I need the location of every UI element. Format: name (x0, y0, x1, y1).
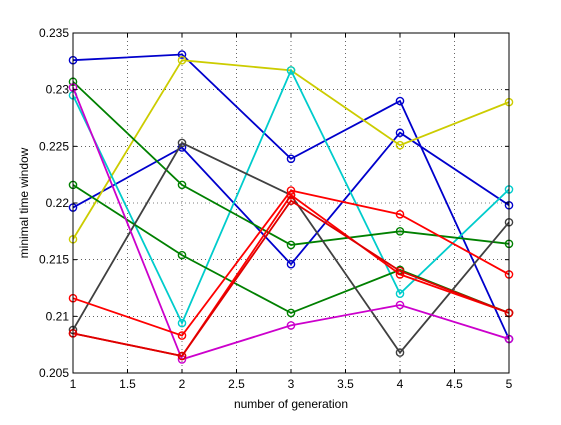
series-line (72, 81, 510, 246)
x-tick-label: 4.5 (446, 377, 463, 391)
data-point (177, 138, 187, 148)
x-tick-label: 5 (506, 377, 513, 391)
x-tick-label: 1.5 (119, 377, 136, 391)
y-tick-label: 0.205 (39, 366, 69, 380)
data-point (395, 348, 405, 357)
data-point (395, 96, 405, 106)
x-tick-label: 3.5 (337, 377, 354, 391)
data-point (286, 196, 296, 206)
data-point (177, 250, 187, 260)
x-tick-label: 2.5 (228, 377, 245, 391)
series-line (72, 68, 510, 326)
data-point (286, 240, 296, 250)
series-line (72, 199, 510, 358)
y-tick-label: 0.23 (46, 83, 70, 97)
series-line (72, 131, 510, 266)
series-line (72, 189, 510, 337)
data-point (177, 318, 187, 328)
y-tick-label: 0.215 (39, 253, 69, 267)
data-point (395, 266, 405, 276)
x-tick-label: 3 (288, 377, 295, 391)
y-tick-label: 0.21 (46, 309, 70, 323)
data-point (286, 190, 296, 200)
data-point (286, 308, 296, 318)
data-point (177, 351, 187, 361)
x-axis-label: number of generation (234, 397, 348, 411)
x-tick-label: 4 (397, 377, 404, 391)
data-point (177, 50, 187, 59)
x-tick-label: 1 (70, 377, 77, 391)
ticks: 1 1.5 2 2.5 3 3.5 4 4.5 5 0.205 0.21 0.215 0.22 0.225… (39, 26, 513, 391)
data-point (286, 66, 296, 75)
data-point (286, 259, 296, 269)
data-point (395, 227, 405, 236)
y-tick-label: 0.235 (39, 26, 69, 40)
data-point (395, 128, 405, 138)
data-point (395, 300, 405, 310)
data-point (286, 321, 296, 330)
y-axis-label: minimal time window (17, 147, 31, 258)
y-tick-label: 0.22 (46, 196, 70, 210)
series-line (72, 87, 510, 361)
series-line (72, 53, 510, 340)
grid (73, 33, 509, 373)
data-point (177, 331, 187, 340)
series-layer (68, 50, 514, 364)
data-point (177, 55, 187, 65)
x-tick-label: 2 (179, 377, 186, 391)
y-tick-label: 0.225 (39, 139, 69, 153)
data-point (395, 289, 405, 298)
data-point (177, 180, 187, 190)
data-point (395, 140, 405, 150)
data-point (395, 210, 405, 219)
data-point (286, 154, 296, 164)
